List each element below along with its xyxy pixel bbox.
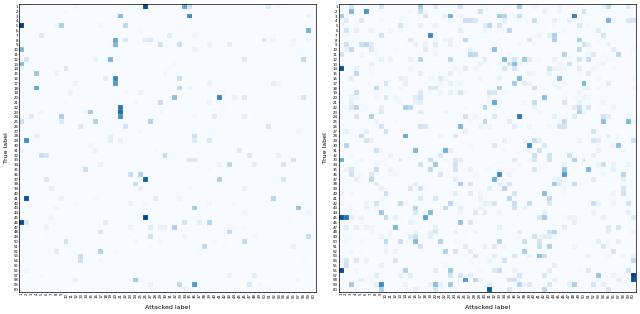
X-axis label: Attacked label: Attacked label [465,305,510,310]
X-axis label: Attacked label: Attacked label [145,305,191,310]
Y-axis label: True label: True label [323,133,328,163]
Y-axis label: True label: True label [4,133,9,163]
